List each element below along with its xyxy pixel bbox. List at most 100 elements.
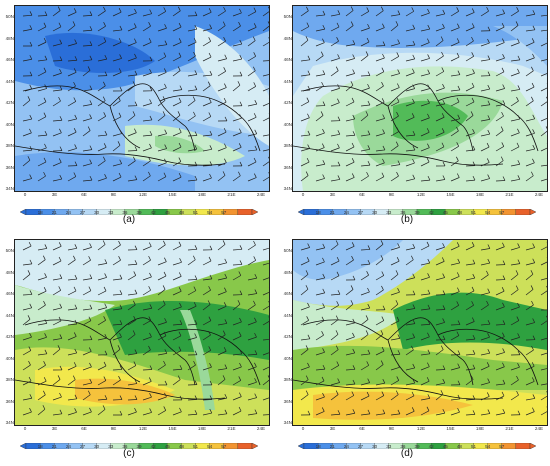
wind-barb-flag bbox=[367, 303, 371, 309]
wind-barb bbox=[405, 410, 415, 416]
wind-barb-flag bbox=[193, 302, 197, 307]
wind-barb-flag bbox=[28, 360, 31, 366]
wind-barb bbox=[232, 303, 241, 311]
wind-barb-flag bbox=[457, 394, 461, 400]
wind-barb bbox=[22, 380, 32, 386]
wind-barb bbox=[127, 304, 136, 311]
wind-barb-flag bbox=[456, 38, 460, 43]
wind-barb-flag bbox=[502, 84, 505, 89]
field-contour bbox=[15, 240, 269, 302]
lon-tick-label: 3E bbox=[51, 426, 58, 431]
colorbar-label: 48 bbox=[456, 444, 462, 449]
wind-barb-flag bbox=[337, 130, 341, 135]
wind-barb-flag bbox=[530, 270, 534, 275]
wind-barb bbox=[127, 293, 137, 296]
wind-barb-flag bbox=[487, 26, 491, 31]
wind-barb-flag bbox=[427, 84, 430, 89]
wind-barb-flag bbox=[74, 144, 77, 149]
wind-barb-flag bbox=[89, 100, 93, 105]
lon-tick-label: 24E bbox=[256, 426, 266, 431]
wind-barb-flag bbox=[73, 128, 77, 133]
wind-barb-flag bbox=[238, 271, 242, 276]
wind-barb bbox=[112, 133, 122, 137]
wind-barb-flag bbox=[501, 23, 505, 28]
wind-barb bbox=[315, 28, 325, 32]
wind-barb bbox=[187, 337, 197, 341]
wind-barb bbox=[52, 100, 61, 107]
wind-barb-flag bbox=[148, 22, 151, 27]
wind-barb-flag bbox=[239, 101, 243, 106]
wind-barb-flag bbox=[89, 378, 93, 384]
lon-tick-label: 18E bbox=[475, 426, 485, 431]
wind-barb-flag bbox=[367, 83, 370, 89]
wind-barb bbox=[525, 247, 535, 251]
wind-barb bbox=[360, 134, 370, 137]
wind-barb bbox=[435, 349, 444, 356]
wind-barb-flag bbox=[208, 112, 212, 117]
wind-barb-flag bbox=[149, 365, 153, 370]
wind-barb bbox=[67, 290, 77, 296]
wind-barb-flag bbox=[73, 68, 77, 73]
wind-barb-flag bbox=[223, 347, 227, 352]
wind-barb-flag bbox=[164, 83, 167, 89]
wind-barb-flag bbox=[209, 173, 212, 179]
wind-barb bbox=[360, 104, 370, 107]
wind-barb bbox=[495, 306, 505, 311]
wind-barb-flag bbox=[532, 158, 535, 163]
wind-barb-flag bbox=[43, 37, 47, 43]
wind-barb-flag bbox=[119, 54, 122, 59]
wind-barb-flag bbox=[164, 257, 167, 262]
lon-tick-label: 18E bbox=[197, 192, 207, 197]
wind-barb-flag bbox=[427, 8, 430, 14]
wind-barb-flag bbox=[239, 39, 243, 45]
wind-barb-flag bbox=[427, 113, 430, 119]
wind-barb-flag bbox=[119, 129, 122, 134]
wind-barb bbox=[525, 13, 535, 17]
wind-barb bbox=[480, 88, 490, 92]
wind-barb bbox=[52, 245, 62, 251]
wind-barb-flag bbox=[352, 54, 355, 59]
wind-barb bbox=[172, 101, 182, 107]
wind-barb-flag bbox=[382, 145, 386, 151]
wind-barb bbox=[37, 41, 47, 47]
wind-barb-flag bbox=[532, 318, 535, 323]
wind-barb bbox=[142, 147, 152, 152]
wind-barb bbox=[495, 13, 505, 17]
wind-barb bbox=[495, 88, 505, 92]
wind-barb-flag bbox=[440, 390, 444, 395]
wind-barb-flag bbox=[194, 70, 198, 75]
wind-barb-flag bbox=[305, 375, 309, 380]
wind-barb bbox=[262, 161, 269, 167]
wind-barb bbox=[262, 305, 269, 311]
wind-barb-flag bbox=[222, 375, 226, 380]
wind-barb-flag bbox=[412, 378, 416, 384]
wind-barb bbox=[172, 245, 182, 251]
wind-barb-flag bbox=[517, 410, 521, 415]
wind-barb bbox=[450, 262, 460, 266]
wind-barb-flag bbox=[29, 55, 33, 60]
wind-barb-flag bbox=[253, 256, 257, 261]
wind-barb bbox=[97, 263, 107, 266]
lat-tick-label: 40N bbox=[283, 355, 292, 361]
wind-barb-flag bbox=[515, 270, 519, 275]
wind-barb bbox=[217, 413, 227, 416]
wind-barb bbox=[82, 118, 92, 122]
wind-barb-flag bbox=[382, 129, 385, 134]
wind-barb-flag bbox=[515, 285, 519, 290]
wind-barb-flag bbox=[442, 83, 445, 89]
wind-barb bbox=[37, 304, 46, 311]
wind-barb bbox=[262, 277, 269, 281]
wind-barb-flag bbox=[224, 319, 228, 324]
wind-barb-flag bbox=[134, 245, 138, 250]
wind-barb bbox=[22, 28, 32, 32]
wind-barb-flag bbox=[412, 290, 416, 295]
wind-barb bbox=[360, 334, 369, 341]
wind-barb bbox=[330, 244, 339, 251]
wind-barb-flag bbox=[133, 156, 136, 161]
wind-barb-flag bbox=[531, 345, 534, 351]
field-contour bbox=[493, 26, 547, 66]
wind-barb-flag bbox=[149, 332, 152, 338]
wind-barb bbox=[97, 290, 107, 296]
wind-barb bbox=[375, 244, 384, 251]
wind-barb-flag bbox=[487, 409, 491, 414]
